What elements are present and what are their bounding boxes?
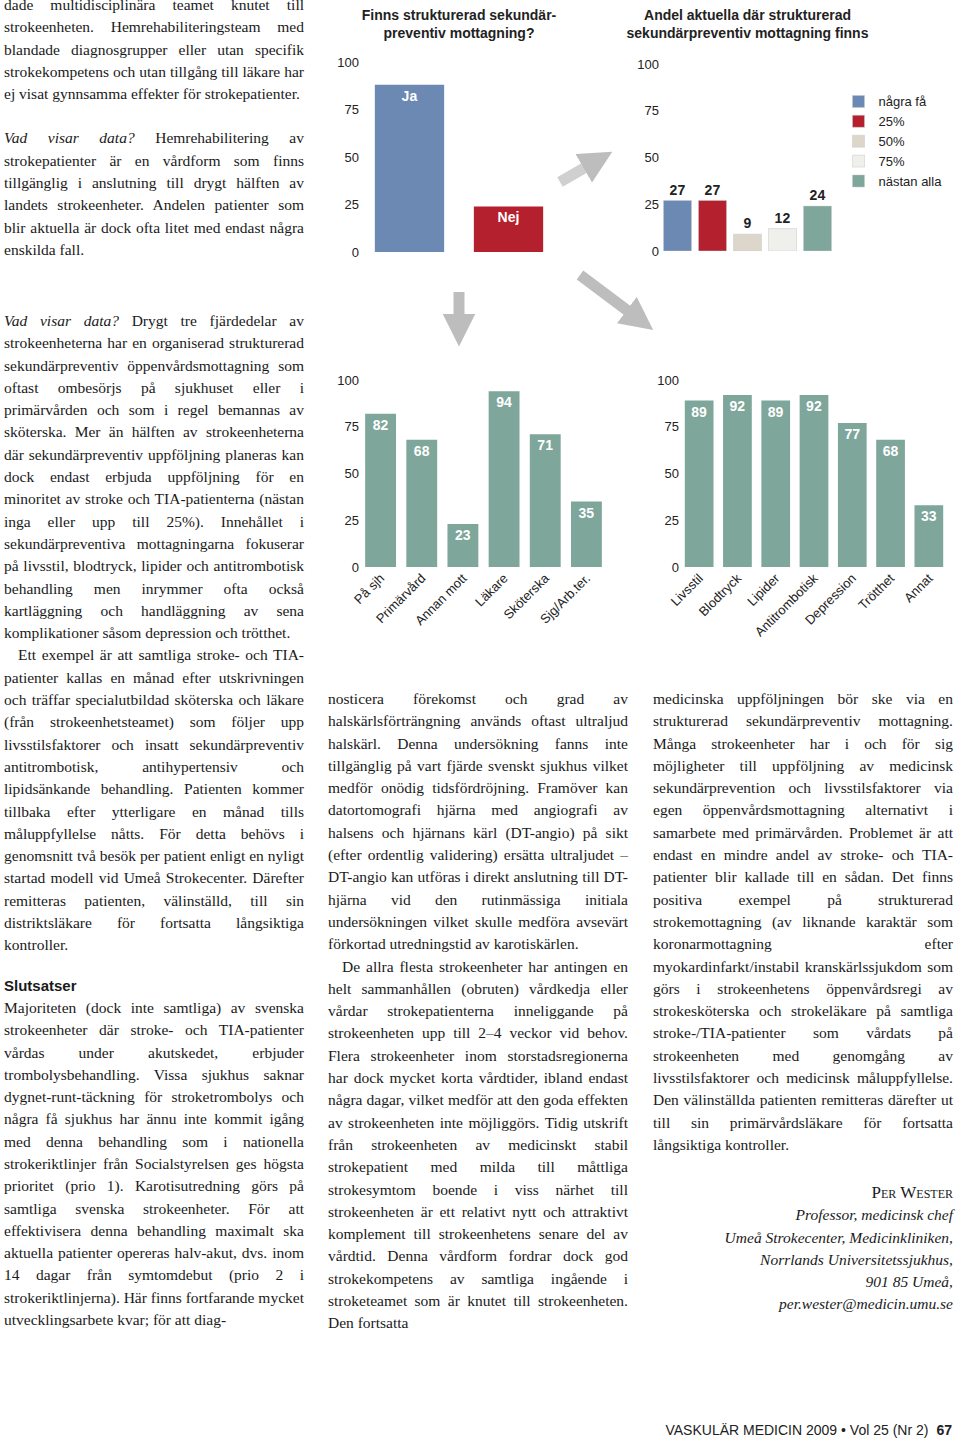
svg-text:75: 75 (665, 419, 679, 434)
svg-text:Finns strukturerad sekundär-pr: Finns strukturerad sekundär-preventiv mo… (362, 7, 557, 41)
svg-text:Sköterska: Sköterska (500, 570, 552, 622)
svg-text:Läkare: Läkare (472, 571, 511, 610)
html-text:Umeå Strokecenter, Medicinklin: Umeå Strokecenter, Medicinkliniken, (724, 1228, 953, 1246)
svg-text:12: 12 (775, 210, 791, 226)
svg-text:82: 82 (373, 417, 389, 433)
html-text:per.wester@medicin.umu.se: per.wester@medicin.umu.se (779, 1295, 953, 1313)
svg-text:100: 100 (337, 55, 359, 70)
svg-text:Annat: Annat (901, 570, 936, 605)
html-text:Norrlands Universitetssjukhus,: Norrlands Universitetssjukhus, (760, 1250, 953, 1268)
html-text:Ett exempel är att samtliga st: Ett exempel är att samtliga stroke- och … (4, 646, 304, 954)
html-text:Majoriteten (dock inte samtlig: Majoriteten (dock inte samtliga) av sven… (4, 998, 304, 1329)
svg-text:24: 24 (810, 187, 826, 203)
svg-text:33: 33 (921, 508, 937, 524)
svg-text:Livsstil: Livsstil (668, 571, 706, 609)
svg-text:25%: 25% (879, 114, 905, 129)
svg-text:25: 25 (345, 513, 359, 528)
svg-text:100: 100 (637, 57, 659, 72)
svg-text:25: 25 (665, 513, 679, 528)
svg-text:0: 0 (672, 560, 679, 575)
svg-text:92: 92 (730, 398, 746, 414)
svg-text:På sjh: På sjh (351, 571, 387, 607)
html-text:nosticera förekomst och grad a: nosticera förekomst och grad av halskärl… (328, 690, 628, 953)
svg-text:100: 100 (337, 373, 359, 388)
html-text:901 85 Umeå,: 901 85 Umeå, (865, 1273, 953, 1291)
svg-text:75: 75 (345, 102, 359, 117)
svg-text:68: 68 (883, 443, 899, 459)
html-text:Professor, medicinsk chef: Professor, medicinsk chef (795, 1206, 953, 1224)
html-text:De allra flesta strokeenheter: De allra flesta strokeenheter har anting… (328, 957, 628, 1332)
svg-text:89: 89 (691, 404, 707, 420)
svg-text:75%: 75% (879, 154, 905, 169)
html-text:Vad visar data? Drygt tre fjär: Vad visar data? Drygt tre fjärdedelar av… (4, 312, 304, 642)
svg-text:Nej: Nej (498, 209, 520, 225)
svg-text:Depression: Depression (802, 571, 859, 628)
svg-text:Andel aktuella där strukturera: Andel aktuella där struktureradsekundärp… (627, 7, 869, 41)
svg-text:0: 0 (652, 244, 659, 259)
svg-text:92: 92 (806, 398, 822, 414)
svg-text:75: 75 (345, 419, 359, 434)
html-text:VASKULÄR MEDICIN 2009 • Vol 25: VASKULÄR MEDICIN 2009 • Vol 25 (Nr 2) (665, 1422, 929, 1438)
svg-text:Antitrombotisk: Antitrombotisk (752, 570, 821, 639)
svg-text:68: 68 (414, 443, 430, 459)
html-text:67: 67 (936, 1422, 952, 1438)
svg-text:Blodtryck: Blodtryck (696, 570, 745, 619)
svg-text:75: 75 (645, 103, 659, 118)
svg-text:50: 50 (645, 150, 659, 165)
svg-text:50: 50 (665, 466, 679, 481)
svg-text:71: 71 (537, 437, 553, 453)
html-text:medicinska uppföljningen bör s: medicinska uppföljningen bör ske via en … (653, 690, 953, 1153)
svg-text:25: 25 (645, 197, 659, 212)
svg-text:50: 50 (345, 466, 359, 481)
svg-text:35: 35 (579, 505, 595, 521)
svg-text:100: 100 (657, 373, 679, 388)
svg-text:27: 27 (670, 182, 686, 198)
svg-text:0: 0 (352, 560, 359, 575)
svg-text:27: 27 (705, 182, 721, 198)
svg-text:50: 50 (345, 150, 359, 165)
svg-text:25: 25 (345, 197, 359, 212)
svg-text:23: 23 (455, 527, 471, 543)
svg-text:Sjg/Arb.ter.: Sjg/Arb.ter. (537, 571, 593, 627)
html-text:Per Wester: Per Wester (871, 1183, 953, 1202)
html-text:Slutsatser: Slutsatser (4, 976, 77, 994)
svg-text:0: 0 (352, 245, 359, 260)
svg-text:77: 77 (844, 426, 860, 442)
svg-text:89: 89 (768, 404, 784, 420)
svg-text:Primärvård: Primärvård (373, 571, 429, 627)
svg-text:50%: 50% (879, 134, 905, 149)
svg-text:Annan mott: Annan mott (412, 570, 470, 628)
svg-text:Trötthet: Trötthet (855, 570, 897, 612)
svg-text:9: 9 (744, 215, 752, 231)
html-text:Vad visar data? Hemrehabiliter: Vad visar data? Hemrehabilitering av str… (4, 129, 304, 258)
svg-text:Ja: Ja (402, 88, 418, 104)
svg-text:nästan alla: nästan alla (879, 174, 943, 189)
svg-text:94: 94 (496, 394, 512, 410)
svg-text:Lipider: Lipider (744, 570, 783, 609)
svg-text:några få: några få (879, 94, 927, 109)
